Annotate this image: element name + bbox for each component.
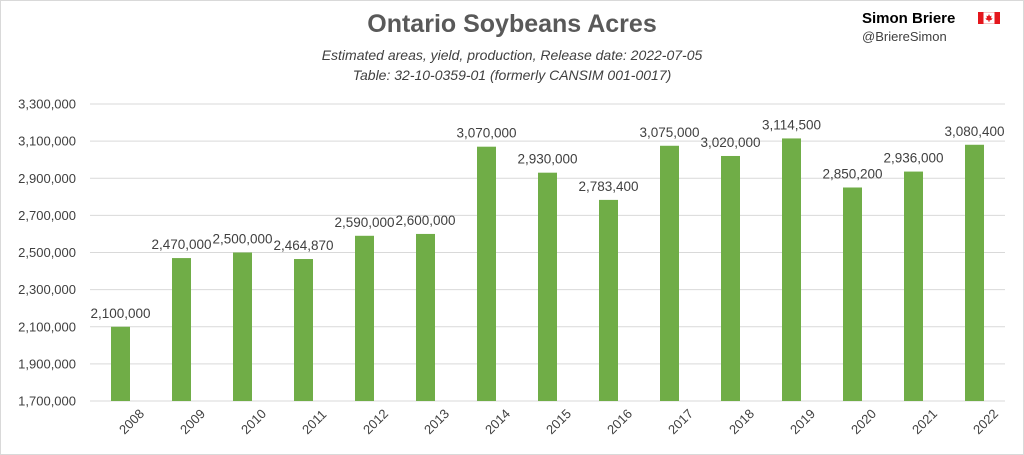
x-tick-label: 2011 [299,407,329,437]
bar-2019 [782,138,801,401]
bar-2009 [172,258,191,401]
data-label-2008: 2,100,000 [90,306,150,321]
bar-2020 [843,187,862,401]
bar-2015 [538,172,557,401]
x-tick-label: 2012 [360,406,391,437]
bar-2012 [355,235,374,401]
bar-2017 [660,145,679,401]
data-label-2020: 2,850,200 [822,166,882,181]
data-label-2014: 3,070,000 [456,126,516,141]
x-tick-label: 2017 [665,406,696,437]
x-tick-label: 2014 [482,406,513,437]
x-tick-label: 2008 [116,406,147,437]
y-axis-tick-labels: 1,700,000 1,900,000 2,100,000 2,300,000 2,50… [18,97,76,409]
x-tick-label: 2021 [909,406,940,437]
x-tick-label: 2020 [848,406,879,437]
author-name: Simon Briere [862,10,956,27]
y-tick-label: 2,700,000 [18,208,76,223]
data-label-2017: 3,075,000 [639,125,699,140]
y-tick-label: 2,300,000 [18,282,76,297]
x-tick-label: 2016 [604,406,635,437]
data-label-2011: 2,464,870 [273,238,333,253]
data-labels: 2,100,000 2,470,000 2,500,000 2,464,8702,59… [90,117,1004,320]
data-label-2010: 2,500,000 [212,232,272,247]
x-tick-label: 2009 [177,406,208,437]
data-label-2012: 2,590,000 [334,215,394,230]
chart-subtitle-line1: Estimated areas, yield, production, Rele… [321,47,703,63]
y-tick-label: 2,900,000 [18,171,76,186]
bar-2021 [904,171,923,401]
bar-2010 [233,252,252,401]
bar-2018 [721,155,740,401]
y-tick-label: 2,500,000 [18,245,76,260]
bar-2011 [294,259,313,401]
canada-flag-icon [978,12,1000,24]
author-handle: @BriereSimon [862,29,947,44]
bar-2016 [599,199,618,401]
bar-2008 [111,326,130,401]
y-tick-label: 1,700,000 [18,394,76,409]
y-tick-label: 3,300,000 [18,97,76,112]
chart-title: Ontario Soybeans Acres [367,10,657,38]
data-label-2022: 3,080,400 [944,124,1004,139]
x-tick-label: 2015 [543,406,574,437]
data-label-2015: 2,930,000 [517,152,577,167]
x-tick-label: 2013 [421,406,452,437]
x-tick-label: 2010 [238,406,269,437]
data-label-2021: 2,936,000 [883,151,943,166]
y-tick-label: 2,100,000 [18,319,76,334]
y-tick-label: 3,100,000 [18,134,76,149]
bar-2013 [416,233,435,401]
data-label-2009: 2,470,000 [151,237,211,252]
x-axis-tick-labels: 2008 2009 2010 2011 2012 2013 2014 2015 2016 2017… [116,406,1001,437]
data-label-2019: 3,114,500 [762,117,821,132]
bars [111,138,984,401]
x-tick-label: 2018 [726,406,757,437]
data-label-2016: 2,783,400 [578,179,638,194]
data-label-2013: 2,600,000 [395,213,455,228]
x-tick-label: 2022 [970,406,1001,437]
x-tick-label: 2019 [787,406,818,437]
chart-subtitle-line2: Table: 32-10-0359-01 (formerly CANSIM 00… [352,67,672,83]
bar-2014 [477,146,496,401]
y-tick-label: 1,900,000 [18,356,76,371]
bar-2022 [965,144,984,401]
data-label-2018: 3,020,000 [700,135,760,150]
